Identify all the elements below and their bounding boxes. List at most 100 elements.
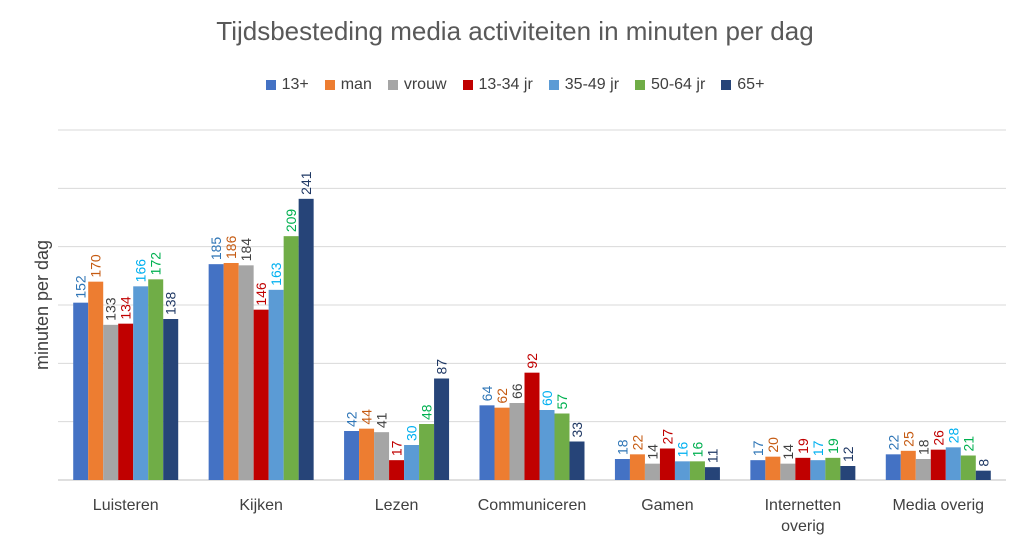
data-label: 14 xyxy=(780,444,796,460)
bar xyxy=(975,470,991,480)
legend-swatch xyxy=(721,80,732,90)
bar xyxy=(208,264,224,480)
bar xyxy=(118,323,134,480)
data-label: 25 xyxy=(900,431,916,447)
bar xyxy=(494,407,510,480)
data-label: 17 xyxy=(389,440,405,456)
bar xyxy=(915,459,931,480)
bar xyxy=(148,279,164,480)
bar xyxy=(283,236,299,480)
category-label: Luisteren xyxy=(93,497,159,514)
data-label: 12 xyxy=(840,446,856,462)
bar xyxy=(810,460,826,480)
bar xyxy=(554,413,570,480)
bar xyxy=(479,405,495,480)
bar xyxy=(689,461,705,480)
bar xyxy=(629,454,645,480)
data-label: 170 xyxy=(88,254,104,278)
data-label: 18 xyxy=(915,439,931,455)
data-label: 41 xyxy=(374,412,390,428)
legend-label: man xyxy=(340,76,372,93)
bar xyxy=(659,448,675,480)
category-label: Internetten xyxy=(765,497,842,514)
legend-label: 35-49 jr xyxy=(564,76,620,93)
bar xyxy=(930,449,946,480)
legend-label: 13+ xyxy=(281,76,309,93)
bar xyxy=(434,378,450,480)
bar xyxy=(268,289,284,480)
data-label: 152 xyxy=(73,275,89,299)
data-label: 19 xyxy=(795,438,811,454)
category-label: Media overig xyxy=(892,497,984,514)
bar xyxy=(344,431,360,480)
data-label: 134 xyxy=(118,296,134,320)
data-label: 20 xyxy=(765,437,781,453)
data-label: 146 xyxy=(253,282,269,306)
category-label: overig xyxy=(781,518,825,535)
bar xyxy=(374,432,390,480)
data-label: 16 xyxy=(674,442,690,458)
legend-item: 35-49 jr xyxy=(548,76,620,94)
bar xyxy=(674,461,690,480)
bar xyxy=(780,463,796,480)
data-label: 133 xyxy=(103,297,119,321)
data-label: 209 xyxy=(283,209,299,233)
legend-label: vrouw xyxy=(403,76,447,93)
category-label: Lezen xyxy=(375,497,419,514)
bar xyxy=(644,463,660,480)
bar xyxy=(73,302,89,480)
legend-swatch xyxy=(387,80,398,90)
legend-item: vrouw xyxy=(387,76,447,94)
legend-item: 13-34 jr xyxy=(462,76,533,94)
data-label: 44 xyxy=(359,409,375,425)
bar xyxy=(389,460,405,480)
y-axis-title: minuten per dag xyxy=(32,240,52,370)
data-label: 184 xyxy=(238,238,254,262)
data-label: 8 xyxy=(975,459,991,467)
category-label: Kijken xyxy=(239,497,283,514)
bar xyxy=(524,372,540,480)
data-label: 11 xyxy=(704,448,720,463)
data-label: 172 xyxy=(148,252,164,276)
data-label: 22 xyxy=(885,435,901,451)
data-label: 241 xyxy=(298,171,314,195)
category-label: Gamen xyxy=(641,497,693,514)
data-label: 87 xyxy=(434,359,450,375)
data-label: 16 xyxy=(689,442,705,458)
legend-label: 65+ xyxy=(737,76,765,93)
data-label: 64 xyxy=(479,386,495,402)
data-label: 42 xyxy=(344,411,360,427)
bar xyxy=(539,410,555,480)
legend-swatch xyxy=(548,80,559,90)
data-label: 48 xyxy=(419,404,435,420)
bar xyxy=(404,445,420,480)
bar xyxy=(765,456,781,480)
data-label: 166 xyxy=(133,259,149,283)
category-label: Communiceren xyxy=(478,497,586,514)
legend-item: 65+ xyxy=(721,76,764,94)
bar xyxy=(419,424,435,480)
legend-label: 50-64 jr xyxy=(651,76,706,93)
bar xyxy=(359,428,375,480)
data-label: 21 xyxy=(960,436,976,452)
data-label: 28 xyxy=(945,428,961,444)
legend-item: man xyxy=(324,76,372,94)
legend-item: 13+ xyxy=(265,76,309,94)
legend-swatch xyxy=(462,80,473,90)
legend-swatch xyxy=(324,80,335,90)
data-label: 62 xyxy=(494,388,510,404)
bar xyxy=(795,457,811,480)
data-label: 60 xyxy=(539,390,555,406)
legend-swatch xyxy=(635,80,646,90)
bar xyxy=(133,286,149,480)
chart-title: Tijdsbesteding media activiteiten in min… xyxy=(216,16,814,46)
bar xyxy=(704,467,720,480)
data-label: 185 xyxy=(208,237,224,261)
bar xyxy=(569,441,585,480)
legend-label: 13-34 jr xyxy=(478,76,533,93)
data-label: 92 xyxy=(524,353,540,369)
bar xyxy=(238,265,254,480)
data-label: 163 xyxy=(268,262,284,286)
bar xyxy=(223,263,239,480)
